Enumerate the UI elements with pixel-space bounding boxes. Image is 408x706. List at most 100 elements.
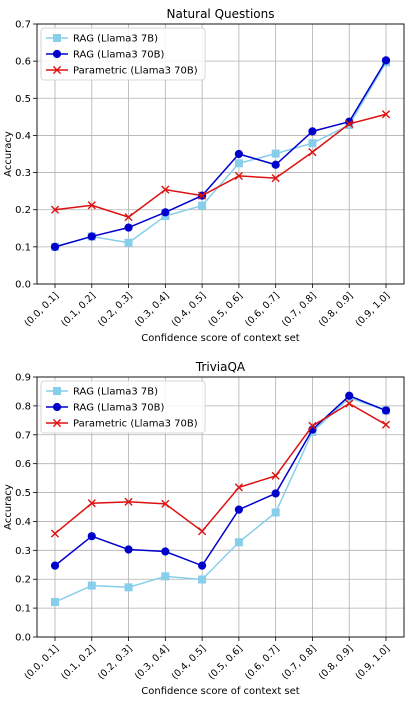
x-tick-label: (0.6, 0.7] xyxy=(243,290,282,329)
y-tick-label: 0.7 xyxy=(15,20,31,31)
legend-label: Parametric (Llama3 70B) xyxy=(73,419,198,430)
data-point xyxy=(124,497,133,506)
series-line xyxy=(54,113,387,218)
y-tick-label: 0.2 xyxy=(15,205,31,216)
series-square xyxy=(51,58,390,251)
data-point xyxy=(87,499,96,508)
x-tick-label: (0.1, 0.2] xyxy=(59,643,98,682)
data-point xyxy=(198,201,207,210)
chart-natural-questions: Natural Questions 0.0 0.1 0.2 0.3 0.4 0.5 0.6 0.… xyxy=(3,7,405,344)
legend-box xyxy=(40,380,206,434)
legend-marker xyxy=(52,402,62,412)
data-point xyxy=(234,149,243,159)
y-tick-label: 0.3 xyxy=(15,168,31,179)
data-point xyxy=(50,205,60,214)
y-tick-label: 0.0 xyxy=(15,633,31,644)
data-point xyxy=(271,174,280,183)
x-tick-label: (0.4, 0.5] xyxy=(170,643,209,682)
y-tick-label: 0.6 xyxy=(15,57,31,68)
data-point xyxy=(87,532,96,541)
legend-marker xyxy=(52,49,62,59)
x-tick-label: (0.2, 0.3] xyxy=(96,290,135,329)
y-tick-label: 0.5 xyxy=(15,94,31,105)
data-point xyxy=(87,232,96,241)
x-tick-label: (0.2, 0.3] xyxy=(96,643,135,682)
legend-label: RAG (Llama3 70B) xyxy=(73,50,165,61)
series-x xyxy=(50,110,391,222)
series-x xyxy=(50,399,391,538)
x-tick-label: (0.5, 0.6] xyxy=(206,290,245,329)
x-tick-label: (0.6, 0.7] xyxy=(243,643,282,682)
legend: RAG (Llama3 7B) RAG (Llama3 70B) Parametri… xyxy=(40,27,206,81)
data-point xyxy=(161,499,170,508)
x-tick-label: (0.5, 0.6] xyxy=(206,643,245,682)
data-point xyxy=(161,547,170,556)
x-tick-label: (0.1, 0.2] xyxy=(59,290,98,329)
series-line xyxy=(54,394,387,567)
data-point xyxy=(51,598,59,607)
legend-label: RAG (Llama3 7B) xyxy=(73,387,158,398)
y-tick-label: 0.4 xyxy=(15,517,31,528)
y-tick-label: 0.3 xyxy=(15,546,31,557)
y-tick-label: 0.4 xyxy=(15,131,31,142)
data-point xyxy=(87,201,96,210)
data-point xyxy=(308,127,317,136)
data-point xyxy=(308,139,317,148)
legend-marker xyxy=(52,65,62,75)
y-tick-label: 0.9 xyxy=(15,373,31,384)
data-point xyxy=(271,149,280,158)
data-point xyxy=(271,508,280,517)
x-tick-label: (0.3, 0.4] xyxy=(133,290,172,329)
data-point xyxy=(271,489,280,498)
data-point xyxy=(271,160,280,169)
data-point xyxy=(234,505,243,514)
x-tick-label: (0.8, 0.9] xyxy=(317,290,356,329)
data-point xyxy=(124,223,133,232)
y-tick-label: 0.2 xyxy=(15,575,31,586)
data-point xyxy=(381,56,391,65)
legend-label: Parametric (Llama3 70B) xyxy=(73,66,198,77)
x-tick-label: (0.9, 1.0] xyxy=(353,290,392,329)
axes-frame xyxy=(36,376,405,638)
data-point xyxy=(161,572,170,581)
x-axis-label: Confidence score of context set xyxy=(141,333,300,344)
legend-label: RAG (Llama3 70B) xyxy=(73,403,165,414)
chart-title: Natural Questions xyxy=(167,7,275,21)
data-point xyxy=(124,545,133,554)
data-point xyxy=(161,208,170,217)
x-tick-label: (0.7, 0.8] xyxy=(280,290,319,329)
series-line xyxy=(54,60,387,248)
legend-marker xyxy=(53,34,61,42)
x-tick-label: (0.4, 0.5] xyxy=(170,290,209,329)
x-tick-label: (0.7, 0.8] xyxy=(280,643,319,682)
chart-title: TriviaQA xyxy=(195,360,246,374)
data-point xyxy=(308,421,317,430)
data-point xyxy=(345,399,354,408)
data-point xyxy=(381,420,391,429)
data-point xyxy=(198,561,207,570)
y-axis-label: Accuracy xyxy=(3,484,14,530)
x-tick-label: (0.9, 1.0] xyxy=(353,643,392,682)
data-point xyxy=(234,483,243,492)
chart-triviaqa: TriviaQA 0.0 0.1 0.2 0.3 0.4 0.5 0.6 0.7 0.8 0.9 (0… xyxy=(3,360,405,697)
series-line xyxy=(54,61,387,248)
y-tick-label: 0.1 xyxy=(15,242,31,253)
x-tick-label: (0.3, 0.4] xyxy=(133,643,172,682)
data-point xyxy=(124,213,133,222)
data-point xyxy=(50,529,60,538)
x-tick-label: (0.8, 0.9] xyxy=(317,643,356,682)
x-tick-label: (0.0, 0.1] xyxy=(22,290,61,329)
y-tick-label: 0.6 xyxy=(15,459,31,470)
y-tick-label: 0.8 xyxy=(15,401,31,412)
y-axis-label: Accuracy xyxy=(3,131,14,177)
data-point xyxy=(345,391,354,400)
data-point xyxy=(198,191,207,200)
legend-box xyxy=(40,27,206,81)
data-point xyxy=(50,561,60,570)
data-point xyxy=(308,148,317,157)
axes-frame xyxy=(36,23,405,285)
x-tick-label: (0.0, 0.1] xyxy=(22,643,61,682)
data-point xyxy=(234,159,243,168)
data-point xyxy=(124,583,133,592)
